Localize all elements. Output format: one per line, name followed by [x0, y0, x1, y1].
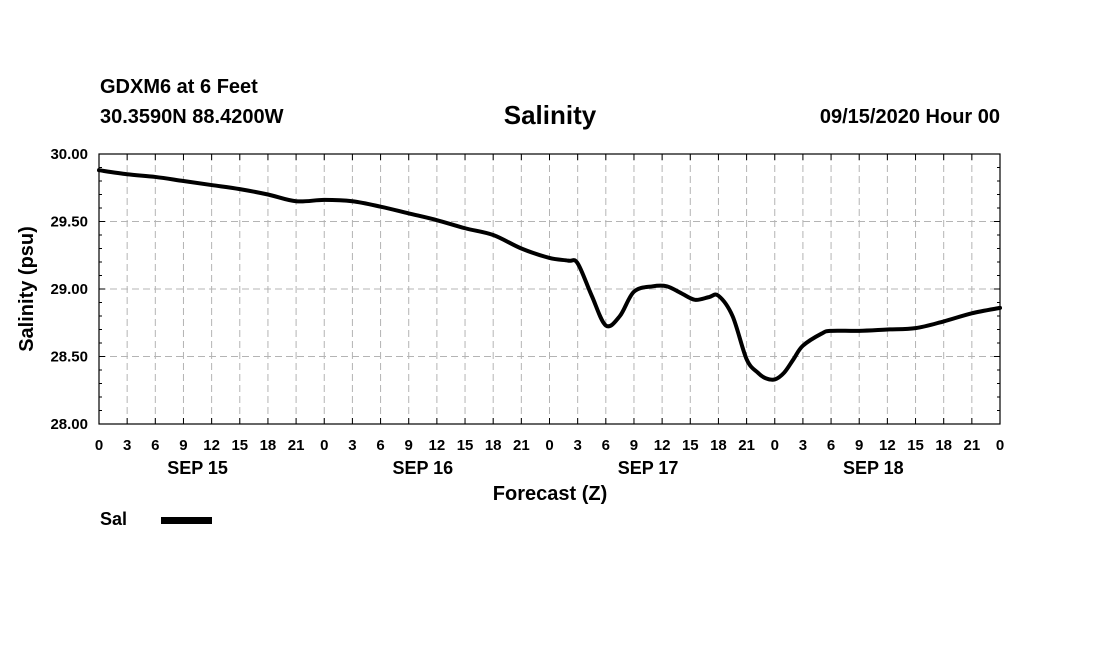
x-tick-label: 9: [855, 437, 863, 454]
x-tick-label: 3: [573, 437, 581, 454]
y-tick-label: 30.00: [50, 146, 88, 163]
x-tick-label: 12: [429, 437, 446, 454]
x-tick-label: 0: [996, 437, 1004, 454]
x-tick-label: 3: [348, 437, 356, 454]
forecast-run-time: 09/15/2020 Hour 00: [819, 106, 1000, 128]
x-tick-label: 15: [682, 437, 699, 454]
y-tick-label: 29.00: [50, 281, 88, 298]
x-tick-label: 18: [260, 437, 277, 454]
y-axis-label: Salinity (psu): [16, 226, 38, 352]
x-tick-label: 6: [151, 437, 159, 454]
y-axis-tick-labels: 28.00 28.50 29.00 29.50 30.00: [50, 146, 88, 433]
x-day-label: SEP 18: [843, 458, 904, 478]
x-tick-label: 3: [123, 437, 131, 454]
x-tick-label: 0: [320, 437, 328, 454]
station-coordinates: 30.3590N 88.4200W: [100, 106, 284, 128]
x-tick-label: 3: [799, 437, 807, 454]
x-tick-label: 15: [907, 437, 924, 454]
x-tick-label: 21: [513, 437, 530, 454]
y-tick-label: 28.00: [50, 416, 88, 433]
x-tick-label: 18: [710, 437, 727, 454]
x-tick-label: 21: [288, 437, 305, 454]
x-tick-label: 6: [827, 437, 835, 454]
x-tick-label: 9: [179, 437, 187, 454]
x-tick-label: 0: [95, 437, 103, 454]
x-tick-label: 12: [203, 437, 220, 454]
x-tick-label: 15: [231, 437, 248, 454]
x-tick-label: 6: [376, 437, 384, 454]
y-tick-label: 29.50: [50, 214, 88, 231]
x-axis-tick-labels: 0 3 6 9 12 15 18 21 0 3 6 9 12 15 18 21 0 3 6 9 12 15 18 21 0 3 6 9…: [95, 437, 1004, 454]
x-tick-label: 18: [485, 437, 502, 454]
x-axis-day-labels: SEP 15 SEP 16 SEP 17 SEP 18: [167, 458, 903, 478]
x-tick-label: 18: [935, 437, 952, 454]
y-tick-label: 28.50: [50, 349, 88, 366]
legend-label-sal: Sal: [100, 509, 127, 529]
chart-title: Salinity: [503, 100, 597, 130]
x-tick-label: 0: [545, 437, 553, 454]
grid: [99, 154, 1000, 424]
x-tick-label: 12: [654, 437, 671, 454]
x-day-label: SEP 17: [618, 458, 679, 478]
series-line-sal: [97, 168, 1002, 382]
x-tick-label: 12: [879, 437, 896, 454]
x-tick-label: 6: [602, 437, 610, 454]
x-day-label: SEP 16: [392, 458, 453, 478]
x-axis-label: Forecast (Z): [493, 483, 607, 505]
station-name: GDXM6 at 6 Feet: [100, 76, 258, 98]
x-tick-label: 0: [771, 437, 779, 454]
x-tick-label: 9: [405, 437, 413, 454]
plot-frame: [98, 153, 1001, 425]
legend-swatch-sal: [161, 517, 212, 524]
x-tick-label: 9: [630, 437, 638, 454]
x-day-label: SEP 15: [167, 458, 228, 478]
x-tick-label: 21: [738, 437, 755, 454]
x-tick-label: 15: [457, 437, 474, 454]
x-tick-label: 21: [964, 437, 981, 454]
